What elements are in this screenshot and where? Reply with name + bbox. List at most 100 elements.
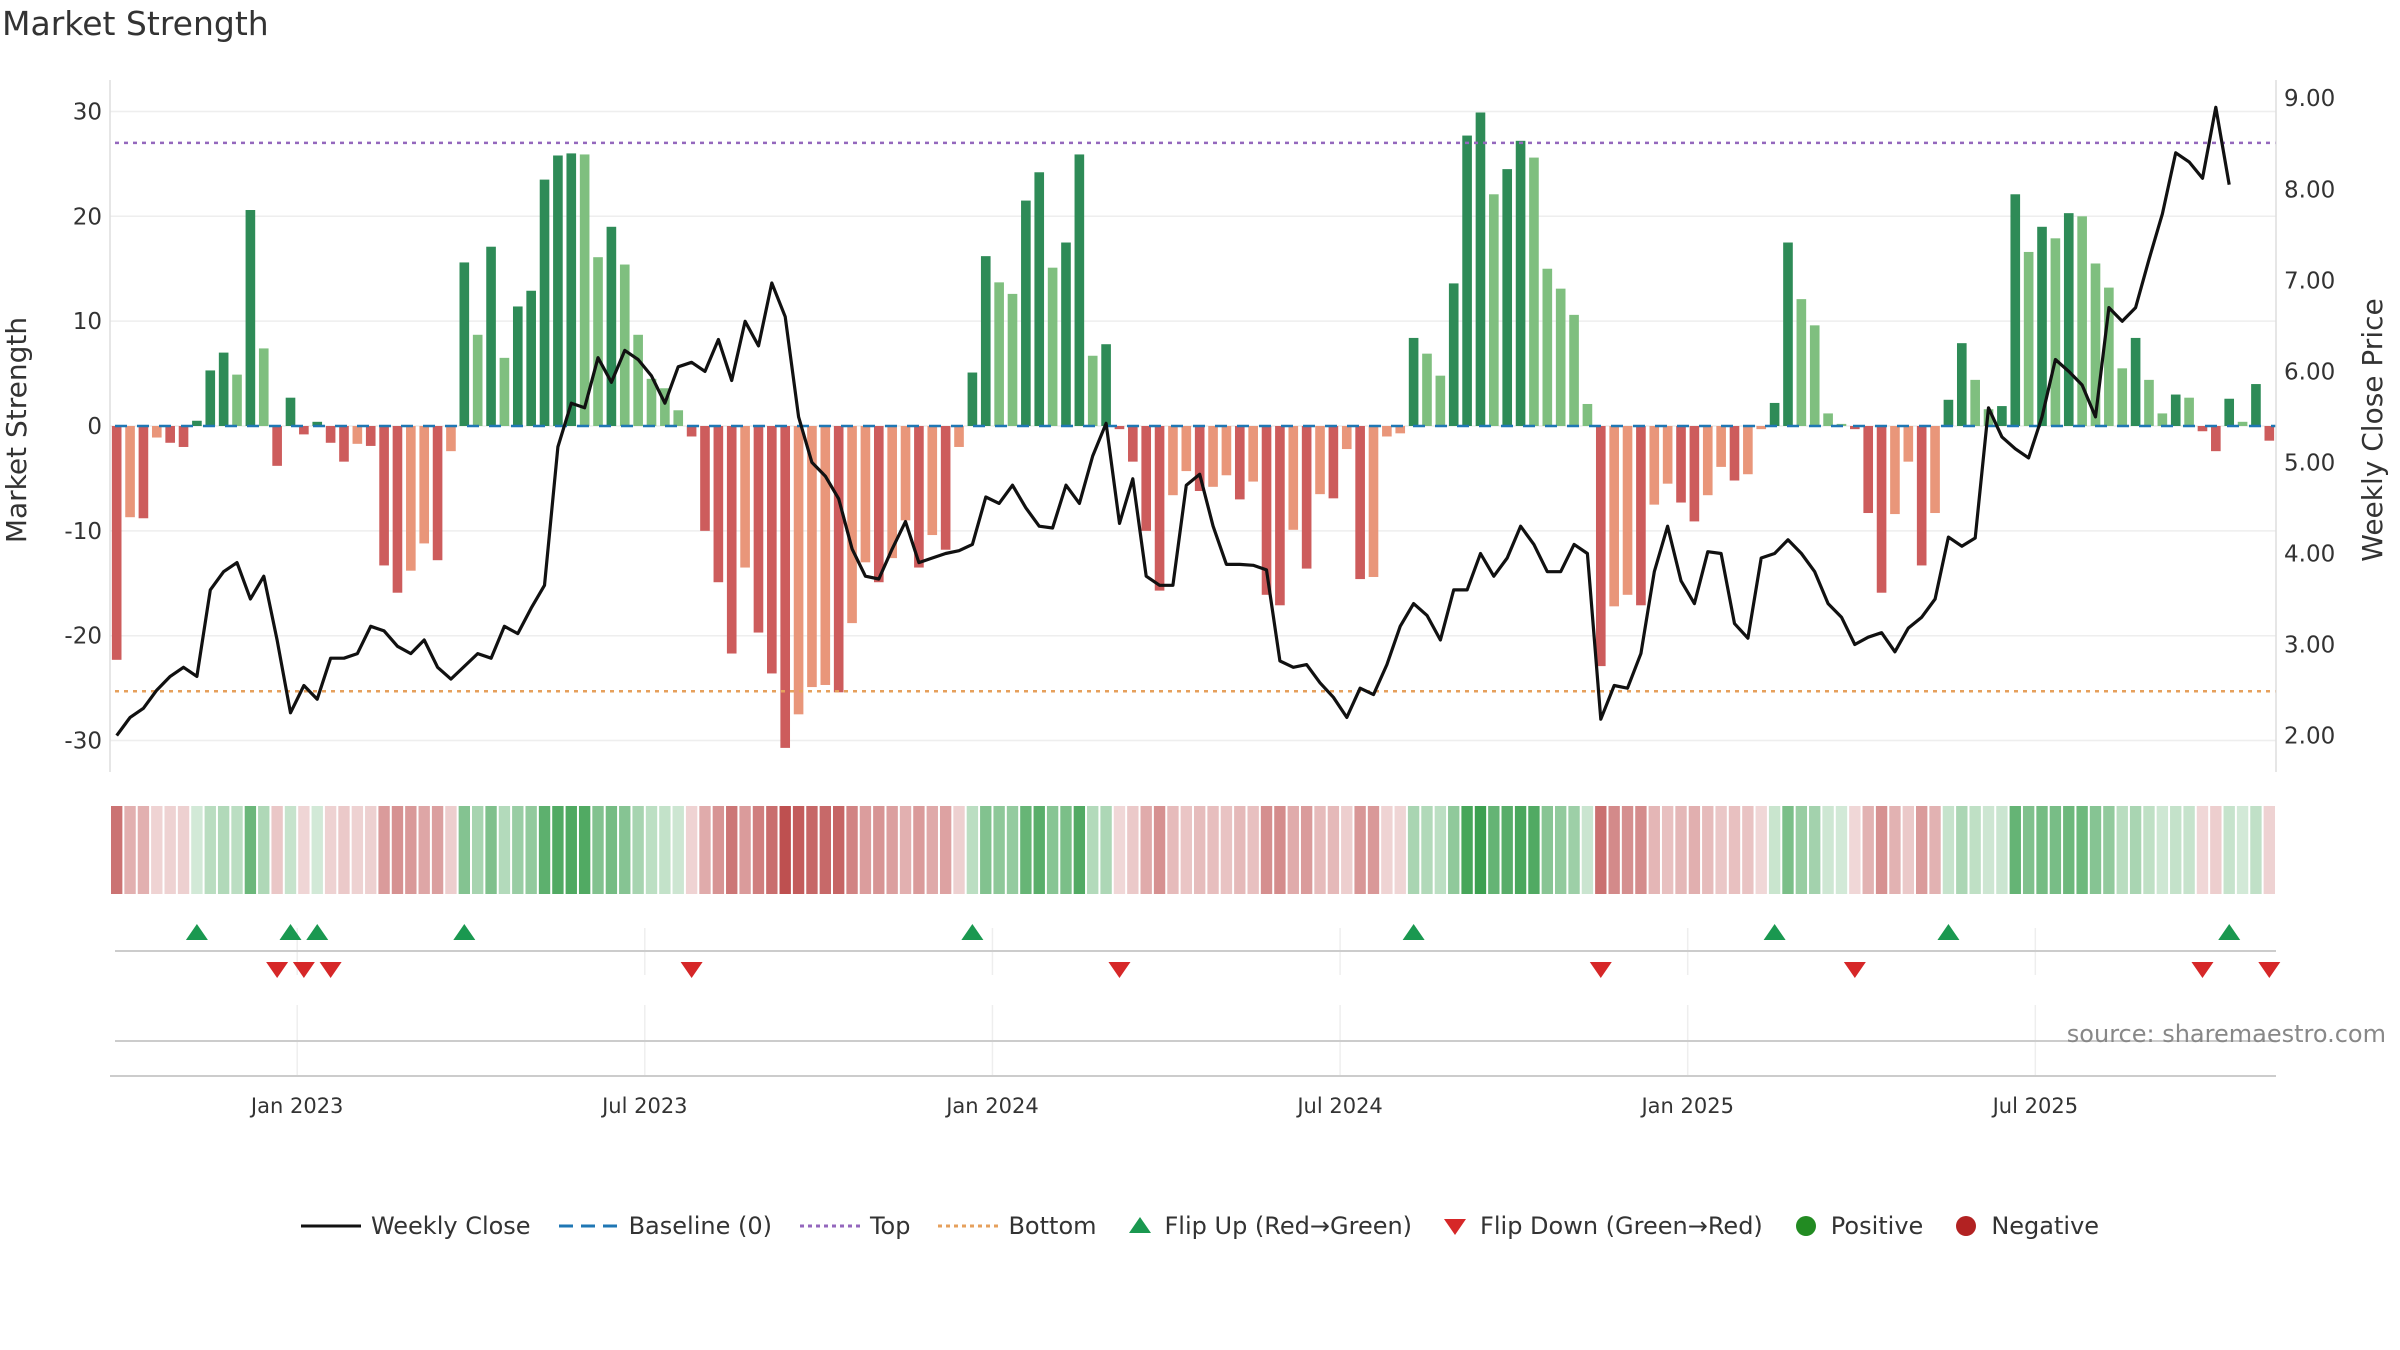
strength-bar — [1689, 426, 1700, 522]
strength-bar — [1114, 426, 1125, 430]
heat-cell — [258, 806, 270, 894]
heat-cell — [1434, 806, 1447, 894]
strength-bar — [1168, 426, 1178, 496]
strength-bar — [1622, 426, 1633, 595]
heat-cell — [1822, 806, 1834, 894]
heat-cell — [1755, 806, 1767, 894]
strength-bar — [593, 257, 603, 426]
heat-cell — [1354, 806, 1366, 894]
strength-bar — [1890, 426, 1900, 515]
heat-cell — [1341, 806, 1353, 894]
heat-cell — [1474, 806, 1487, 894]
heat-cell — [1006, 806, 1019, 894]
heat-cell — [405, 806, 417, 894]
strength-bar — [780, 426, 791, 748]
heat-cell — [1060, 806, 1072, 894]
strength-bar — [165, 426, 175, 443]
strength-bar — [1435, 375, 1446, 426]
heat-cell — [1260, 806, 1273, 894]
legend-label: Bottom — [1008, 1212, 1097, 1240]
right-axis-title: Weekly Close Price — [2356, 298, 2389, 561]
legend-label: Positive — [1830, 1212, 1924, 1240]
strength-bar — [111, 426, 122, 660]
heat-cell — [2129, 806, 2142, 894]
strength-bar — [887, 426, 897, 559]
heat-cell — [1715, 806, 1727, 894]
strength-bar — [1221, 426, 1232, 476]
heat-cell — [552, 806, 564, 894]
heat-cell — [752, 806, 765, 894]
strength-bar — [1796, 299, 1807, 426]
legend-negative: Negative — [1951, 1212, 2099, 1240]
heat-cell — [1448, 806, 1460, 894]
heat-cell — [1421, 806, 1433, 894]
strength-bar — [232, 374, 242, 426]
heat-cell — [124, 806, 136, 894]
strength-bar — [1943, 399, 1954, 426]
legend-positive: Positive — [1791, 1212, 1924, 1240]
heat-cell — [953, 806, 965, 894]
strength-bar — [2224, 398, 2235, 426]
strength-bar — [1609, 426, 1619, 607]
heat-cell — [1087, 806, 1099, 894]
strength-bar — [1515, 140, 1526, 426]
flip-down-marker — [1589, 962, 1612, 978]
strength-bar — [940, 426, 951, 550]
strength-bar — [1863, 426, 1874, 514]
strength-bar — [1809, 325, 1820, 426]
legend-label: Weekly Close — [370, 1212, 531, 1240]
x-tick-label: Jul 2025 — [1991, 1094, 2078, 1118]
heat-cell — [1581, 806, 1594, 894]
strength-bar — [900, 426, 911, 521]
strength-bar — [1702, 426, 1713, 496]
strength-bar — [1649, 426, 1660, 505]
strength-bar — [914, 426, 924, 568]
strength-bar — [1408, 337, 1419, 426]
heat-cell — [1220, 806, 1233, 894]
heat-cell — [2236, 806, 2249, 894]
strength-bar — [713, 426, 724, 583]
heat-cell — [1046, 806, 1059, 894]
strength-bar — [1248, 426, 1258, 482]
heat-cell — [565, 806, 577, 894]
flip-down-marker — [1108, 962, 1131, 978]
heat-cell — [1234, 806, 1246, 894]
strength-bar — [847, 426, 857, 624]
heat-cell — [111, 806, 123, 894]
strength-heat-strip — [111, 806, 2275, 894]
flip-up-marker — [185, 924, 208, 940]
left-tick-label: -30 — [64, 729, 102, 755]
heat-cell — [2049, 806, 2062, 894]
strength-bar — [1529, 157, 1539, 426]
strength-bar — [1368, 426, 1379, 577]
heat-cell — [1728, 806, 1741, 894]
strength-bar — [1903, 426, 1914, 462]
heat-cell — [699, 806, 711, 894]
heat-cell — [1180, 806, 1192, 894]
strength-bar — [753, 426, 764, 633]
heat-cell — [164, 806, 176, 894]
heat-cell — [1661, 806, 1674, 894]
heat-cell — [1167, 806, 1179, 894]
heat-cell — [1127, 806, 1139, 894]
strength-bar — [2130, 337, 2141, 426]
heat-cell — [2183, 806, 2195, 894]
strength-bar — [2237, 421, 2248, 426]
strength-bar — [1101, 344, 1111, 426]
heat-cell — [1969, 806, 1981, 894]
legend-line-swatch — [300, 1224, 361, 1228]
flip-up-marker — [961, 924, 984, 940]
heat-cell — [1688, 806, 1701, 894]
heat-cell — [2063, 806, 2075, 894]
heat-cell — [2170, 806, 2182, 894]
heat-cell — [217, 806, 230, 894]
strength-bar — [1288, 426, 1299, 530]
strength-bar — [312, 421, 323, 426]
strength-bar — [486, 246, 496, 426]
right-tick-label: 2.00 — [2284, 724, 2335, 750]
strength-bar — [258, 348, 269, 426]
strength-bar — [633, 334, 643, 426]
heat-cell — [1916, 806, 1928, 894]
heat-cell — [2103, 806, 2115, 894]
strength-bar — [352, 426, 363, 444]
